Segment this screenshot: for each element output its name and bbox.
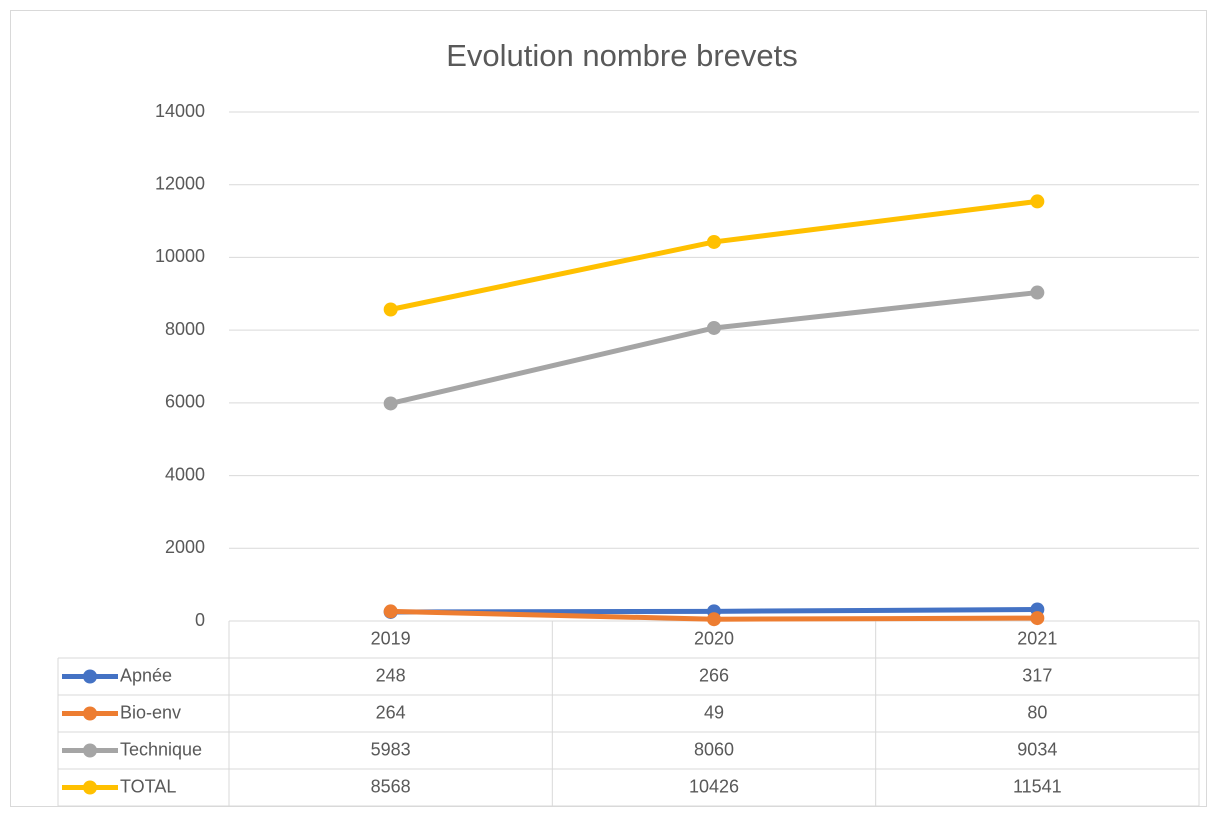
legend-marker — [83, 706, 97, 721]
table-value: 49 — [704, 702, 724, 722]
marker — [383, 396, 398, 411]
marker — [1030, 611, 1045, 626]
y-tick-label: 8000 — [165, 319, 205, 339]
x-tick-label: 2020 — [694, 628, 734, 648]
marker — [707, 612, 721, 627]
x-tick-label: 2021 — [1017, 628, 1057, 648]
y-tick-label: 10000 — [155, 246, 205, 266]
marker — [707, 234, 721, 249]
table-value: 248 — [376, 665, 406, 685]
y-tick-label: 2000 — [165, 537, 205, 557]
legend-label: TOTAL — [120, 776, 176, 796]
table-value: 8568 — [371, 776, 411, 796]
table-value: 317 — [1022, 665, 1052, 685]
table-value: 9034 — [1017, 739, 1057, 759]
table-value: 11541 — [1013, 776, 1062, 796]
legend-marker — [83, 669, 97, 684]
table-value: 5983 — [371, 739, 411, 759]
legend-label: Apnée — [120, 665, 172, 685]
marker — [1030, 194, 1045, 209]
table-value: 266 — [699, 665, 729, 685]
marker — [383, 604, 398, 619]
table-value: 10426 — [689, 776, 739, 796]
y-tick-label: 12000 — [155, 173, 205, 193]
y-tick-label: 4000 — [165, 464, 205, 484]
legend-label: Technique — [120, 739, 202, 759]
y-tick-label: 14000 — [155, 101, 205, 121]
marker — [1030, 285, 1045, 300]
table-value: 80 — [1027, 702, 1047, 722]
legend-marker — [83, 743, 97, 758]
legend-marker — [83, 780, 97, 795]
x-tick-label: 2019 — [371, 628, 411, 648]
chart-title: Evolution nombre brevets — [446, 38, 798, 73]
y-tick-label: 0 — [195, 610, 205, 630]
marker — [383, 302, 398, 317]
y-tick-label: 6000 — [165, 392, 205, 412]
marker — [707, 320, 721, 335]
legend-label: Bio-env — [120, 702, 181, 722]
table-value: 264 — [376, 702, 406, 722]
chart-border — [10, 10, 1207, 807]
table-value: 8060 — [694, 739, 734, 759]
